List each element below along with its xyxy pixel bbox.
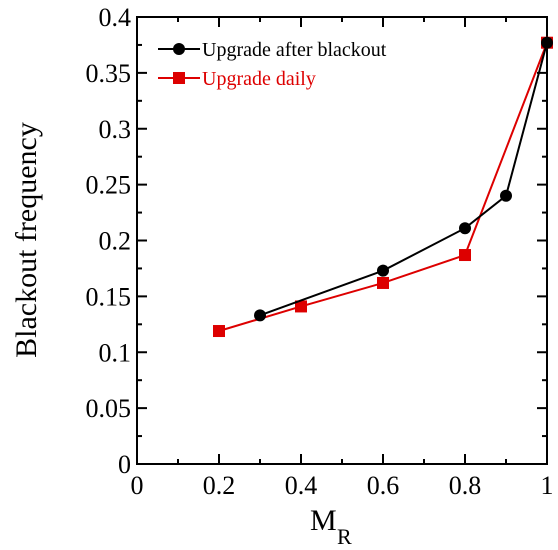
y-axis-title: Blackout frequency xyxy=(10,122,43,358)
y-tick-label: 0.2 xyxy=(99,227,132,256)
tick-labels: 0 0.2 0.4 0.6 0.8 1 0 0.05 0.1 0.15 0.2 0.25 0.3 0.35… xyxy=(86,3,554,500)
x-tick-label: 0.6 xyxy=(367,471,400,500)
data-point-upgrade-after-blackout xyxy=(254,309,266,322)
legend-marker-upgrade-after-blackout xyxy=(173,43,185,55)
y-tick-label: 0.3 xyxy=(99,115,132,144)
y-tick-label: 0.1 xyxy=(99,338,132,367)
legend: Upgrade after blackout Upgrade daily xyxy=(158,39,387,90)
legend-label-upgrade-daily: Upgrade daily xyxy=(202,68,316,90)
x-tick-label: 0.4 xyxy=(285,471,318,500)
x-tick-label: 0.8 xyxy=(449,471,482,500)
legend-label-upgrade-after-blackout: Upgrade after blackout xyxy=(202,39,387,61)
data-point-upgrade-after-blackout xyxy=(377,264,389,277)
y-tick-label: 0.15 xyxy=(86,282,132,311)
y-tick-label: 0.4 xyxy=(99,3,132,32)
plot-area-frame xyxy=(136,16,548,465)
data-point-upgrade-daily xyxy=(377,276,389,289)
x-tick-label: 0 xyxy=(131,471,144,500)
data-point-upgrade-after-blackout xyxy=(500,189,512,202)
y-tick-label: 0.25 xyxy=(86,171,132,200)
y-tick-label: 0.35 xyxy=(86,59,132,88)
axis-ticks xyxy=(136,16,548,465)
data-point-upgrade-after-blackout xyxy=(459,222,471,235)
legend-marker-upgrade-daily xyxy=(173,72,185,84)
y-tick-label: 0 xyxy=(118,450,131,479)
x-tick-label: 0.2 xyxy=(203,471,236,500)
y-tick-label: 0.05 xyxy=(86,394,132,423)
data-point-upgrade-after-blackout xyxy=(541,36,553,49)
x-tick-label: 1 xyxy=(541,471,554,500)
data-point-upgrade-daily xyxy=(213,325,225,338)
x-axis-title-subscript: R xyxy=(337,524,352,549)
series-layer xyxy=(213,36,553,338)
data-point-upgrade-daily xyxy=(295,300,307,313)
x-axis-title: M xyxy=(310,504,337,537)
data-point-upgrade-daily xyxy=(459,249,471,262)
